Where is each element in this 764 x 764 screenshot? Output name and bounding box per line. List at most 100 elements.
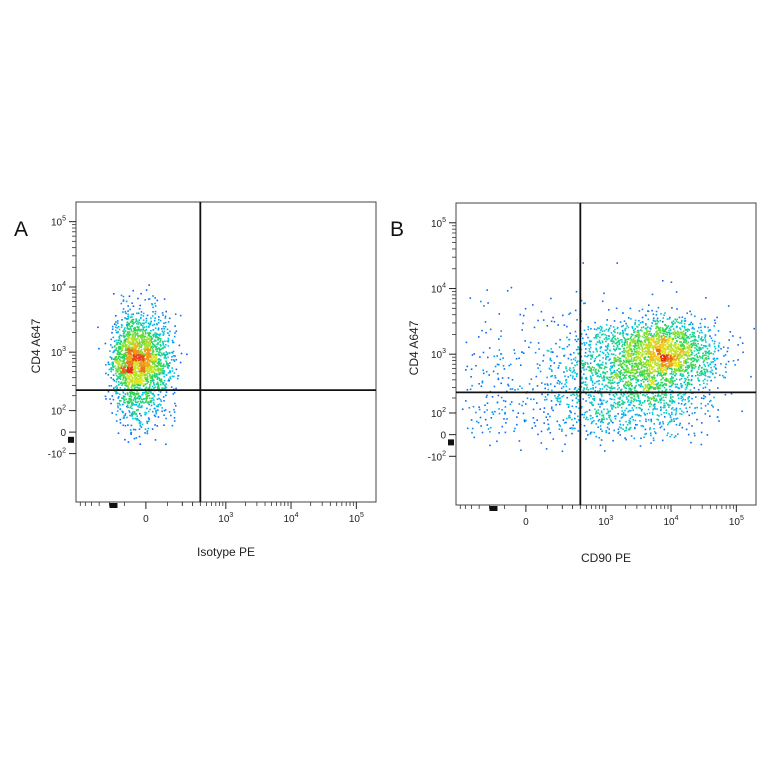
event-dot: [133, 332, 136, 334]
event-dot: [653, 380, 656, 383]
event-dot: [673, 345, 676, 347]
event-dot: [655, 322, 657, 325]
event-dot: [159, 341, 161, 343]
event-dot: [173, 360, 176, 362]
event-dot: [658, 367, 661, 370]
event-dot: [144, 335, 147, 338]
event-dot: [696, 371, 698, 374]
event-dot: [605, 349, 608, 352]
event-dot: [603, 378, 605, 381]
event-dot: [610, 385, 613, 388]
event-dot: [683, 360, 685, 362]
event-dot: [667, 403, 669, 406]
event-dot: [713, 357, 715, 360]
event-dot: [707, 375, 709, 378]
event-dot: [615, 360, 618, 362]
event-dot: [158, 316, 160, 318]
event-dot: [595, 343, 597, 346]
event-dot: [162, 364, 164, 367]
event-dot: [678, 364, 681, 367]
event-dot: [619, 359, 621, 362]
event-dot: [149, 374, 152, 377]
event-dot: [175, 368, 178, 371]
event-dot: [645, 333, 648, 335]
event-dot: [651, 411, 654, 414]
event-dot: [585, 376, 588, 379]
event-dot: [627, 351, 629, 354]
event-dot: [632, 339, 634, 341]
event-dot: [708, 343, 711, 346]
event-dot: [134, 343, 136, 346]
event-dot: [172, 350, 175, 353]
event-dot: [690, 358, 693, 361]
event-dot: [658, 370, 660, 372]
event-dot: [620, 363, 623, 366]
event-dot: [714, 322, 717, 324]
event-dot: [647, 330, 650, 332]
event-dot: [652, 358, 655, 360]
event-dot: [145, 378, 148, 381]
event-dot: [117, 361, 120, 363]
event-dot: [742, 351, 744, 354]
event-dot: [127, 333, 130, 335]
event-dot: [614, 349, 616, 351]
event-dot: [663, 357, 665, 360]
event-dot: [119, 364, 122, 367]
event-dot: [136, 334, 139, 336]
event-dot: [658, 348, 660, 351]
event-dot: [671, 402, 673, 404]
event-dot: [679, 366, 682, 368]
event-dot: [128, 334, 131, 336]
event-dot: [122, 424, 125, 427]
event-dot: [132, 372, 134, 374]
event-dot: [165, 374, 168, 376]
event-dot: [140, 337, 142, 339]
event-dot: [128, 378, 130, 380]
event-dot: [643, 378, 646, 380]
event-dot: [600, 367, 602, 369]
event-dot: [656, 338, 658, 340]
event-dot: [670, 351, 673, 353]
event-dot: [150, 401, 152, 403]
event-dot: [669, 354, 672, 357]
event-dot: [626, 398, 628, 400]
event-dot: [650, 434, 652, 437]
event-dot: [670, 385, 672, 388]
event-dot: [135, 359, 137, 362]
event-dot: [146, 422, 149, 425]
event-dot: [158, 377, 160, 379]
event-dot: [126, 349, 128, 352]
event-dot: [689, 323, 692, 326]
event-dot: [157, 327, 160, 330]
event-dot: [608, 376, 610, 379]
event-dot: [155, 409, 157, 412]
event-dot: [162, 334, 164, 336]
event-dot: [150, 339, 152, 342]
event-dot: [120, 367, 122, 369]
event-dot: [684, 320, 687, 322]
event-dot: [663, 347, 665, 350]
event-dot: [657, 354, 659, 357]
event-dot: [135, 344, 138, 347]
event-dot: [151, 380, 153, 382]
event-dot: [621, 350, 624, 353]
event-dot: [163, 328, 165, 330]
event-dot: [173, 359, 175, 361]
event-dot: [644, 363, 647, 365]
event-dot: [156, 348, 159, 350]
event-dot: [594, 386, 597, 389]
event-dot: [630, 357, 633, 360]
event-dot: [596, 341, 599, 343]
event-dot: [628, 427, 631, 430]
event-dot: [146, 382, 149, 385]
event-dot: [173, 335, 176, 338]
event-dot: [117, 351, 119, 353]
event-dot: [139, 406, 142, 409]
event-dot: [134, 336, 136, 338]
event-dot: [669, 364, 672, 366]
event-dot: [621, 416, 624, 418]
event-dot: [129, 375, 132, 378]
event-dot: [605, 345, 607, 348]
event-dot: [128, 295, 131, 297]
event-dot: [117, 432, 120, 434]
